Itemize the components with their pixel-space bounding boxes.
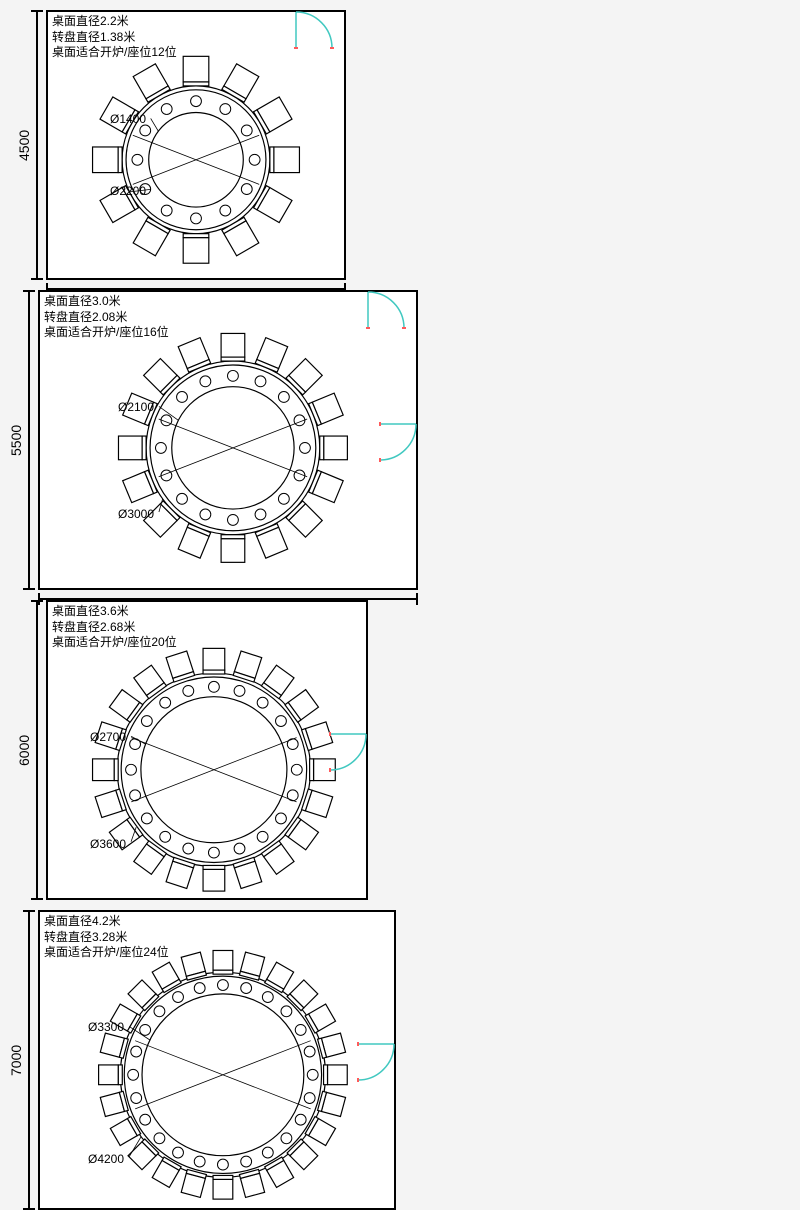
room-cell-2: 桌面直径3.6米转盘直径2.68米桌面适合开炉/座位20位Ø2700Ø3600 …: [8, 600, 380, 900]
room-info: 桌面直径3.0米转盘直径2.08米桌面适合开炉/座位16位: [40, 292, 173, 343]
info-line-1: 桌面直径4.2米: [44, 914, 169, 930]
info-line-2: 转盘直径2.08米: [44, 310, 169, 326]
room-height-label: 5500: [8, 292, 24, 588]
room-height-label: 6000: [16, 602, 32, 898]
info-line-3: 桌面适合开炉/座位24位: [44, 945, 169, 961]
info-line-2: 转盘直径1.38米: [52, 30, 177, 46]
dim-line-vertical: [36, 10, 38, 280]
info-line-2: 转盘直径3.28米: [44, 930, 169, 946]
info-line-2: 转盘直径2.68米: [52, 620, 177, 636]
room-box: 桌面直径3.6米转盘直径2.68米桌面适合开炉/座位20位Ø2700Ø3600 …: [46, 600, 368, 900]
info-line-1: 桌面直径3.6米: [52, 604, 177, 620]
info-line-1: 桌面直径2.2米: [52, 14, 177, 30]
room-height-label: 4500: [16, 12, 32, 278]
outer-diameter-label: Ø4200: [88, 1152, 124, 1166]
door-icon: [356, 1042, 396, 1082]
inner-diameter-label: Ø3300: [88, 1020, 124, 1034]
door-icon: [328, 732, 368, 772]
room-info: 桌面直径2.2米转盘直径1.38米桌面适合开炉/座位12位: [48, 12, 181, 63]
layout-grid: 桌面直径2.2米转盘直径1.38米桌面适合开炉/座位12位Ø1400Ø2200 …: [0, 0, 800, 1210]
room-cell-3: 桌面直径4.2米转盘直径3.28米桌面适合开炉/座位24位Ø3300Ø4200 …: [8, 910, 416, 1210]
outer-diameter-label: Ø3600: [90, 837, 126, 851]
room-box: 桌面直径4.2米转盘直径3.28米桌面适合开炉/座位24位Ø3300Ø4200 …: [38, 910, 396, 1210]
info-line-3: 桌面适合开炉/座位20位: [52, 635, 177, 651]
inner-diameter-label: Ø1400: [110, 112, 146, 126]
door-icon: [294, 10, 334, 50]
room-box: 桌面直径3.0米转盘直径2.08米桌面适合开炉/座位16位Ø2100Ø3000 …: [38, 290, 418, 590]
info-line-3: 桌面适合开炉/座位16位: [44, 325, 169, 341]
info-line-1: 桌面直径3.0米: [44, 294, 169, 310]
outer-diameter-label: Ø2200: [110, 184, 146, 198]
dim-line-vertical: [28, 290, 30, 590]
room-info: 桌面直径4.2米转盘直径3.28米桌面适合开炉/座位24位: [40, 912, 173, 963]
info-line-3: 桌面适合开炉/座位12位: [52, 45, 177, 61]
room-info: 桌面直径3.6米转盘直径2.68米桌面适合开炉/座位20位: [48, 602, 181, 653]
inner-diameter-label: Ø2700: [90, 730, 126, 744]
dim-line-vertical: [28, 910, 30, 1210]
room-cell-1: 桌面直径3.0米转盘直径2.08米桌面适合开炉/座位16位Ø2100Ø3000 …: [8, 290, 438, 590]
dim-line-vertical: [36, 600, 38, 900]
inner-diameter-label: Ø2100: [118, 400, 154, 414]
room-cell-0: 桌面直径2.2米转盘直径1.38米桌面适合开炉/座位12位Ø1400Ø2200 …: [8, 10, 358, 280]
room-height-label: 7000: [8, 912, 24, 1208]
outer-diameter-label: Ø3000: [118, 507, 154, 521]
door-icon: [366, 290, 406, 330]
room-box: 桌面直径2.2米转盘直径1.38米桌面适合开炉/座位12位Ø1400Ø2200 …: [46, 10, 346, 280]
door-icon: [378, 422, 418, 462]
